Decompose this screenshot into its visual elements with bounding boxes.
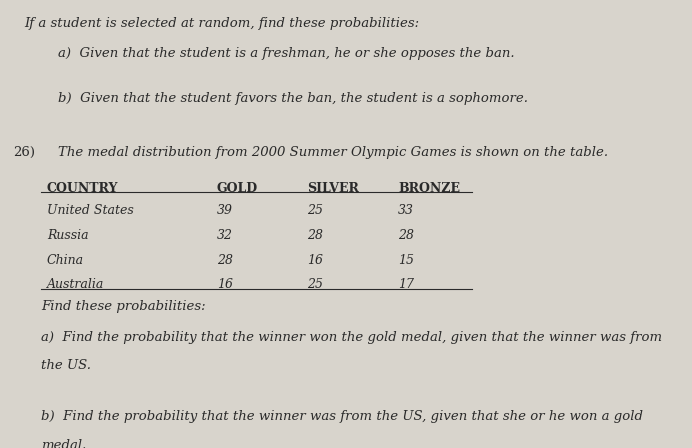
Text: GOLD: GOLD xyxy=(217,181,258,194)
Text: Find these probabilities:: Find these probabilities: xyxy=(41,301,206,314)
Text: b)  Find the probability that the winner was from the US, given that she or he w: b) Find the probability that the winner … xyxy=(41,410,643,423)
Text: a)  Find the probability that the winner won the gold medal, given that the winn: a) Find the probability that the winner … xyxy=(41,331,662,344)
Text: 33: 33 xyxy=(398,204,415,217)
Text: 16: 16 xyxy=(217,278,233,291)
Text: b)  Given that the student favors the ban, the student is a sophomore.: b) Given that the student favors the ban… xyxy=(58,92,528,105)
Text: 28: 28 xyxy=(217,254,233,267)
Text: the US.: the US. xyxy=(41,359,91,372)
Text: BRONZE: BRONZE xyxy=(398,181,460,194)
Text: If a student is selected at random, find these probabilities:: If a student is selected at random, find… xyxy=(24,17,419,30)
Text: Australia: Australia xyxy=(47,278,104,291)
Text: 25: 25 xyxy=(307,278,323,291)
Text: 16: 16 xyxy=(307,254,323,267)
Text: COUNTRY: COUNTRY xyxy=(47,181,118,194)
Text: 26): 26) xyxy=(12,146,35,159)
Text: 28: 28 xyxy=(398,229,415,242)
Text: Russia: Russia xyxy=(47,229,89,242)
Text: United States: United States xyxy=(47,204,134,217)
Text: 17: 17 xyxy=(398,278,415,291)
Text: 28: 28 xyxy=(307,229,323,242)
Text: 15: 15 xyxy=(398,254,415,267)
Text: SILVER: SILVER xyxy=(307,181,359,194)
Text: 39: 39 xyxy=(217,204,233,217)
Text: medal.: medal. xyxy=(41,439,86,448)
Text: 25: 25 xyxy=(307,204,323,217)
Text: a)  Given that the student is a freshman, he or she opposes the ban.: a) Given that the student is a freshman,… xyxy=(58,47,515,60)
Text: 32: 32 xyxy=(217,229,233,242)
Text: China: China xyxy=(47,254,84,267)
Text: The medal distribution from 2000 Summer Olympic Games is shown on the table.: The medal distribution from 2000 Summer … xyxy=(58,146,608,159)
